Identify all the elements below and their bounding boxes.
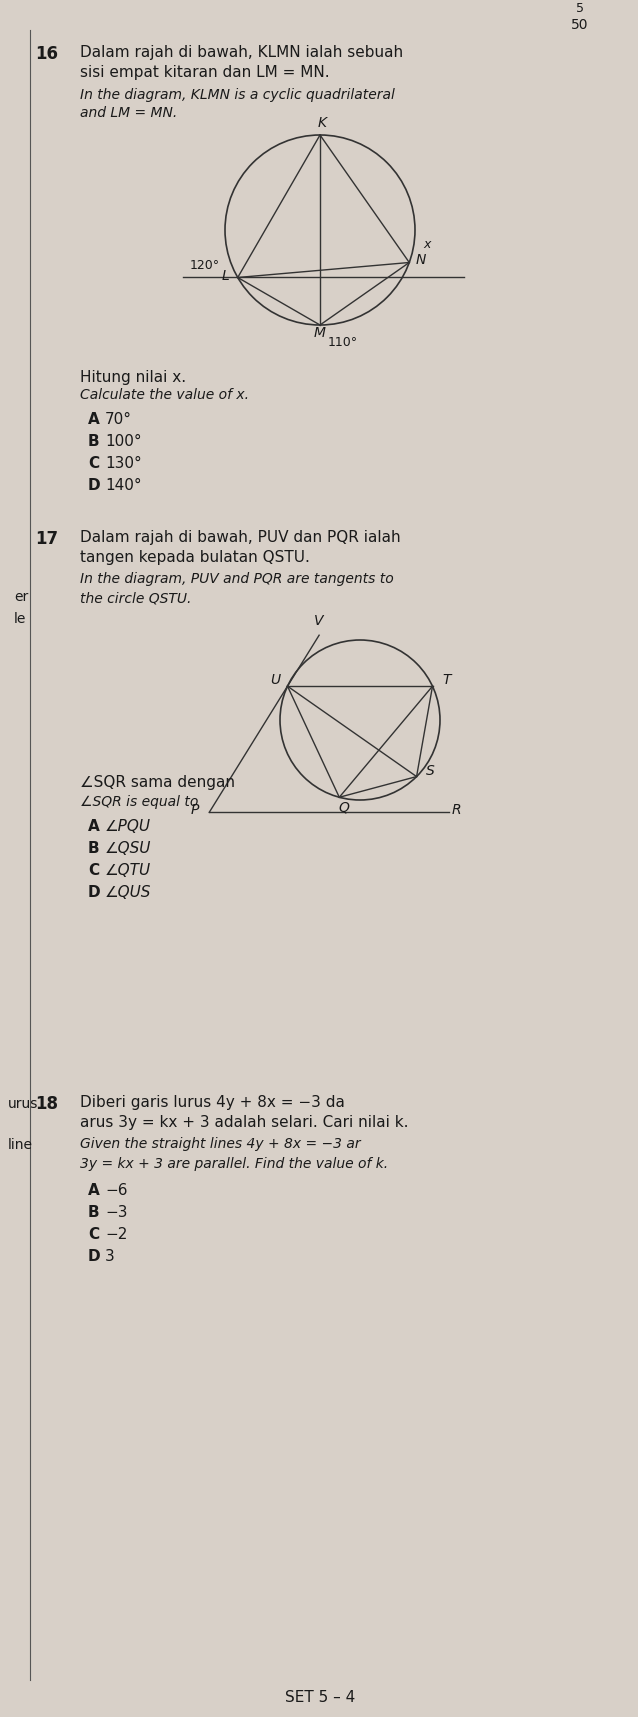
Text: Calculate the value of x.: Calculate the value of x. [80, 388, 249, 402]
Text: A: A [88, 412, 100, 428]
Text: ∠SQR sama dengan: ∠SQR sama dengan [80, 774, 235, 790]
Text: ∠QTU: ∠QTU [105, 864, 151, 877]
Text: K: K [318, 117, 327, 130]
Text: Diberi garis lurus 4y + 8x = −3 da: Diberi garis lurus 4y + 8x = −3 da [80, 1095, 345, 1109]
Text: 3y = kx + 3 are parallel. Find the value of k.: 3y = kx + 3 are parallel. Find the value… [80, 1157, 388, 1171]
Text: Dalam rajah di bawah, KLMN ialah sebuah: Dalam rajah di bawah, KLMN ialah sebuah [80, 45, 403, 60]
Text: arus 3y = kx + 3 adalah selari. Cari nilai k.: arus 3y = kx + 3 adalah selari. Cari nil… [80, 1114, 408, 1130]
Text: C: C [88, 457, 99, 470]
Text: S: S [426, 764, 435, 778]
Text: T: T [442, 673, 451, 687]
Text: U: U [271, 673, 281, 687]
Text: B: B [88, 434, 100, 450]
Text: 5: 5 [576, 2, 584, 15]
Text: −3: −3 [105, 1205, 128, 1221]
Text: line: line [8, 1138, 33, 1152]
Text: Dalam rajah di bawah, PUV dan PQR ialah: Dalam rajah di bawah, PUV dan PQR ialah [80, 531, 401, 544]
Text: tangen kepada bulatan QSTU.: tangen kepada bulatan QSTU. [80, 549, 310, 565]
Text: 140°: 140° [105, 477, 142, 493]
Text: 70°: 70° [105, 412, 132, 428]
Text: 17: 17 [35, 531, 58, 548]
Text: In the diagram, PUV and PQR are tangents to: In the diagram, PUV and PQR are tangents… [80, 572, 394, 585]
Text: sisi empat kitaran dan LM = MN.: sisi empat kitaran dan LM = MN. [80, 65, 330, 81]
Text: ∠QSU: ∠QSU [105, 841, 151, 857]
Text: 100°: 100° [105, 434, 142, 450]
Text: ∠QUS: ∠QUS [105, 884, 151, 900]
Text: 50: 50 [571, 17, 589, 33]
Text: A: A [88, 819, 100, 834]
Text: M: M [314, 326, 326, 340]
Text: Hitung nilai x.: Hitung nilai x. [80, 369, 186, 385]
Text: B: B [88, 841, 100, 857]
Text: ∠SQR is equal to: ∠SQR is equal to [80, 795, 198, 809]
Text: SET 5 – 4: SET 5 – 4 [285, 1690, 355, 1705]
Text: A: A [88, 1183, 100, 1198]
Text: the circle QSTU.: the circle QSTU. [80, 592, 191, 606]
Text: 18: 18 [35, 1095, 58, 1113]
Text: −6: −6 [105, 1183, 128, 1198]
Text: C: C [88, 864, 99, 877]
Text: V: V [315, 615, 324, 628]
Text: and LM = MN.: and LM = MN. [80, 106, 177, 120]
Text: D: D [88, 884, 101, 900]
Text: 120°: 120° [189, 259, 220, 271]
Text: D: D [88, 477, 101, 493]
Text: L: L [222, 268, 230, 283]
Text: urus: urus [8, 1097, 38, 1111]
Text: le: le [14, 611, 26, 627]
Text: P: P [191, 804, 200, 817]
Text: 16: 16 [35, 45, 58, 64]
Text: −2: −2 [105, 1228, 128, 1241]
Text: R: R [451, 804, 461, 817]
Text: 130°: 130° [105, 457, 142, 470]
Text: Given the straight lines 4y + 8x = −3 ar: Given the straight lines 4y + 8x = −3 ar [80, 1137, 360, 1150]
Text: D: D [88, 1248, 101, 1264]
Text: er: er [14, 591, 28, 604]
Text: N: N [416, 254, 426, 268]
Text: B: B [88, 1205, 100, 1221]
Text: 110°: 110° [328, 337, 358, 350]
Text: C: C [88, 1228, 99, 1241]
Text: ∠PQU: ∠PQU [105, 819, 151, 834]
Text: Q: Q [339, 800, 350, 814]
Text: In the diagram, KLMN is a cyclic quadrilateral: In the diagram, KLMN is a cyclic quadril… [80, 88, 395, 101]
Text: x: x [423, 239, 431, 251]
Text: 3: 3 [105, 1248, 115, 1264]
